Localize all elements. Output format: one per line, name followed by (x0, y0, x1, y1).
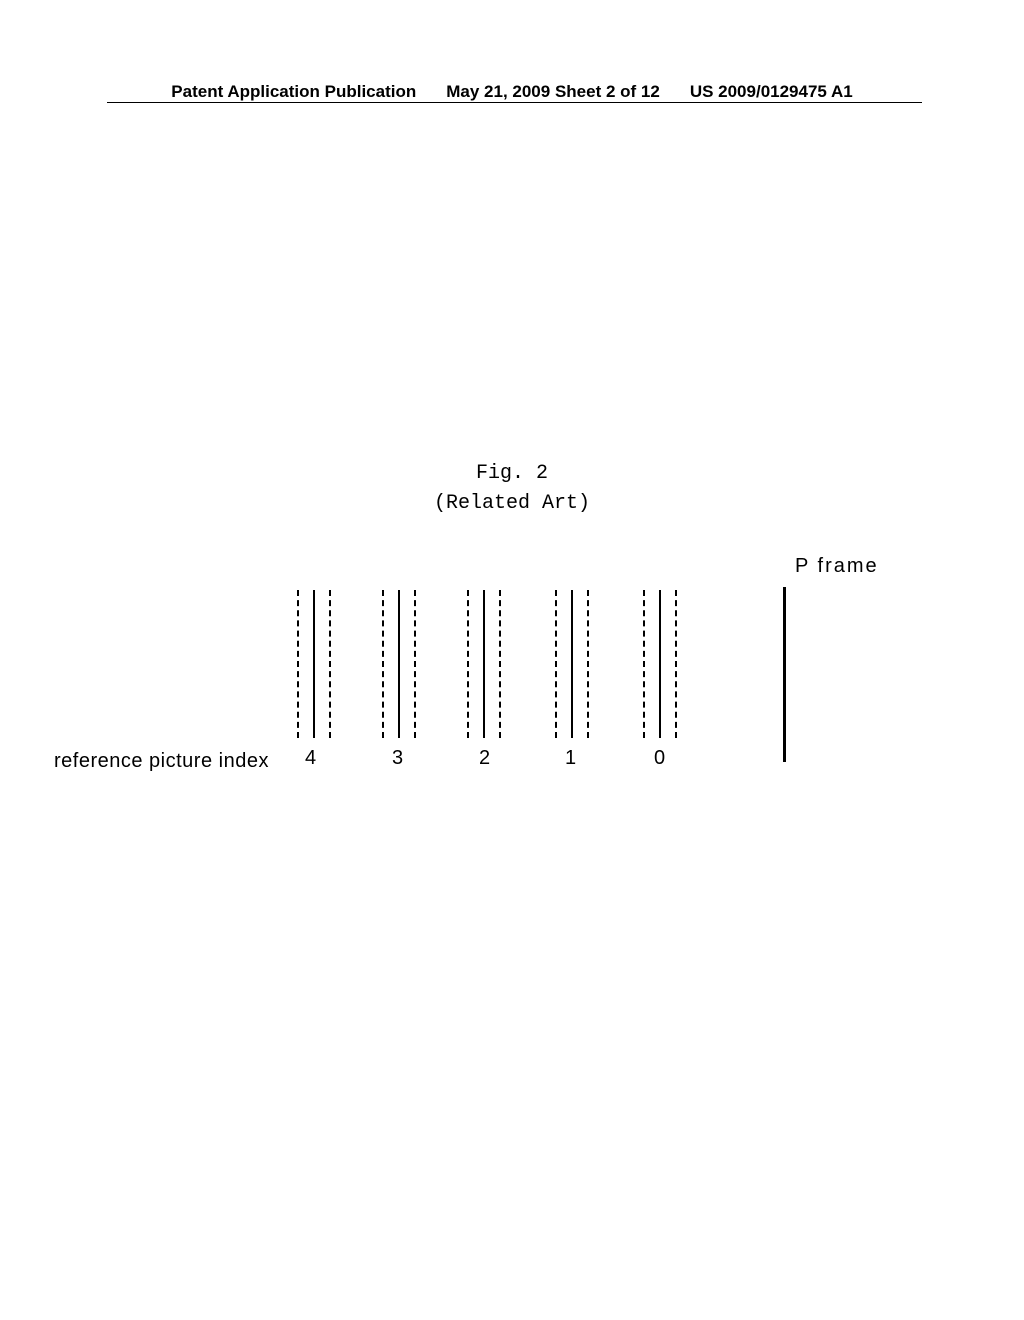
p-frame-label: P frame (795, 555, 879, 578)
frame-line-dash (467, 590, 469, 738)
frame-line-dash (297, 590, 299, 738)
frame-line-dash (414, 590, 416, 738)
frame-line-dash (587, 590, 589, 738)
figure-subtitle: (Related Art) (0, 492, 1024, 515)
reference-index-value: 2 (479, 747, 490, 770)
header-right: US 2009/0129475 A1 (690, 82, 853, 102)
header-rule (107, 102, 922, 103)
figure-title: Fig. 2 (0, 462, 1024, 485)
frame-line-dash (555, 590, 557, 738)
frame-line-solid (571, 590, 573, 738)
frame-line-solid (659, 590, 661, 738)
diagram-area: P frame reference picture index 4 3 2 1 0 (0, 555, 1024, 815)
header-left: Patent Application Publication (171, 82, 416, 102)
reference-index-value: 1 (565, 747, 576, 770)
page-header: Patent Application Publication May 21, 2… (0, 82, 1024, 102)
reference-index-value: 4 (305, 747, 316, 770)
frame-line-dash (499, 590, 501, 738)
reference-index-value: 0 (654, 747, 665, 770)
reference-index-label: reference picture index (54, 750, 269, 773)
frame-line-solid (313, 590, 315, 738)
frame-line-dash (382, 590, 384, 738)
frame-line-dash (643, 590, 645, 738)
frame-line-dash (329, 590, 331, 738)
header-center: May 21, 2009 Sheet 2 of 12 (446, 82, 660, 102)
reference-index-value: 3 (392, 747, 403, 770)
p-frame-line (783, 587, 786, 762)
frame-line-solid (483, 590, 485, 738)
frame-line-dash (675, 590, 677, 738)
frame-line-solid (398, 590, 400, 738)
